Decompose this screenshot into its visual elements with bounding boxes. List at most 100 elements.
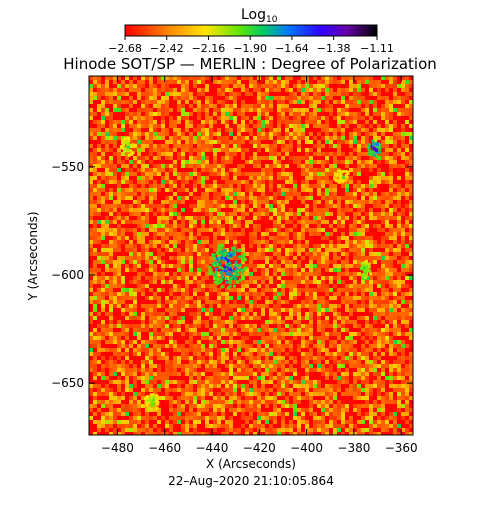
heatmap-cell <box>389 300 393 304</box>
heatmap-cell <box>345 288 349 292</box>
heatmap-cell <box>105 100 109 104</box>
heatmap-cell <box>201 280 205 284</box>
heatmap-cell <box>229 244 233 248</box>
heatmap-cell <box>161 212 165 216</box>
heatmap-cell <box>345 144 349 148</box>
heatmap-cell <box>313 92 317 96</box>
heatmap-cell <box>97 76 101 80</box>
heatmap-cell <box>169 276 173 280</box>
heatmap-cell <box>289 224 293 228</box>
heatmap-cell <box>285 108 289 112</box>
heatmap-cell <box>213 124 217 128</box>
heatmap-cell <box>101 232 105 236</box>
heatmap-cell <box>213 204 217 208</box>
heatmap-cell <box>197 136 201 140</box>
heatmap-cell <box>169 120 173 124</box>
heatmap-cell <box>149 244 153 248</box>
heatmap-cell <box>93 176 97 180</box>
heatmap-cell <box>233 84 237 88</box>
heatmap-cell <box>349 176 353 180</box>
heatmap-cell <box>205 120 209 124</box>
heatmap-cell <box>197 236 201 240</box>
heatmap-cell <box>133 188 137 192</box>
heatmap-cell <box>285 300 289 304</box>
heatmap-cell <box>157 128 161 132</box>
heatmap-cell <box>189 132 193 136</box>
heatmap-cell <box>153 304 157 308</box>
heatmap-cell <box>161 144 165 148</box>
heatmap-cell <box>269 280 273 284</box>
heatmap-cell <box>165 96 169 100</box>
heatmap-cell <box>325 108 329 112</box>
heatmap-cell <box>377 284 381 288</box>
heatmap-cell <box>197 144 201 148</box>
heatmap-cell <box>89 224 93 228</box>
heatmap-cell <box>201 192 205 196</box>
heatmap-cell <box>373 296 377 300</box>
heatmap-cell <box>217 112 221 116</box>
heatmap-cell <box>133 116 137 120</box>
heatmap-cell <box>321 104 325 108</box>
heatmap-cell <box>149 180 153 184</box>
heatmap-cell <box>153 320 157 324</box>
heatmap-cell <box>293 136 297 140</box>
heatmap-cell <box>197 164 201 168</box>
heatmap-cell <box>241 308 245 312</box>
heatmap-cell <box>345 240 349 244</box>
heatmap-cell <box>345 168 349 172</box>
heatmap-cell <box>241 304 245 308</box>
heatmap-cell <box>169 260 173 264</box>
heatmap-cell <box>369 148 373 152</box>
heatmap-cell <box>373 220 377 224</box>
heatmap-cell <box>137 180 141 184</box>
heatmap-cell <box>305 92 309 96</box>
heatmap-cell <box>405 132 409 136</box>
heatmap-cell <box>321 96 325 100</box>
heatmap-cell <box>141 256 145 260</box>
heatmap-cell <box>265 84 269 88</box>
heatmap-cell <box>113 100 117 104</box>
heatmap-cell <box>353 84 357 88</box>
heatmap-cell <box>129 80 133 84</box>
heatmap-cell <box>389 100 393 104</box>
heatmap-cell <box>277 192 281 196</box>
heatmap-cell <box>221 176 225 180</box>
heatmap-cell <box>293 200 297 204</box>
heatmap-cell <box>297 252 301 256</box>
heatmap-cell <box>101 204 105 208</box>
heatmap-cell <box>381 176 385 180</box>
heatmap-cell <box>313 120 317 124</box>
heatmap-cell <box>221 180 225 184</box>
heatmap-cell <box>325 308 329 312</box>
heatmap-cell <box>245 92 249 96</box>
heatmap-cell <box>201 120 205 124</box>
heatmap-cell <box>113 300 117 304</box>
heatmap-cell <box>205 236 209 240</box>
heatmap-cell <box>193 240 197 244</box>
heatmap-cell <box>253 284 257 288</box>
heatmap-cell <box>381 300 385 304</box>
heatmap-cell <box>113 280 117 284</box>
heatmap-cell <box>321 164 325 168</box>
heatmap-cell <box>361 140 365 144</box>
heatmap-cell <box>97 80 101 84</box>
heatmap-cell <box>121 140 125 144</box>
heatmap-cell <box>209 160 213 164</box>
heatmap-cell <box>309 120 313 124</box>
heatmap-cell <box>377 160 381 164</box>
heatmap-cell <box>113 172 117 176</box>
heatmap-cell <box>161 260 165 264</box>
heatmap-cell <box>305 104 309 108</box>
heatmap-cell <box>245 308 249 312</box>
heatmap-cell <box>285 280 289 284</box>
heatmap-cell <box>113 248 117 252</box>
heatmap-cell <box>89 216 93 220</box>
heatmap-cell <box>153 188 157 192</box>
heatmap-cell <box>353 184 357 188</box>
heatmap-cell <box>153 92 157 96</box>
heatmap-cell <box>325 300 329 304</box>
heatmap-cell <box>153 232 157 236</box>
heatmap-cell <box>229 204 233 208</box>
heatmap-cell <box>237 100 241 104</box>
heatmap-cell <box>313 232 317 236</box>
